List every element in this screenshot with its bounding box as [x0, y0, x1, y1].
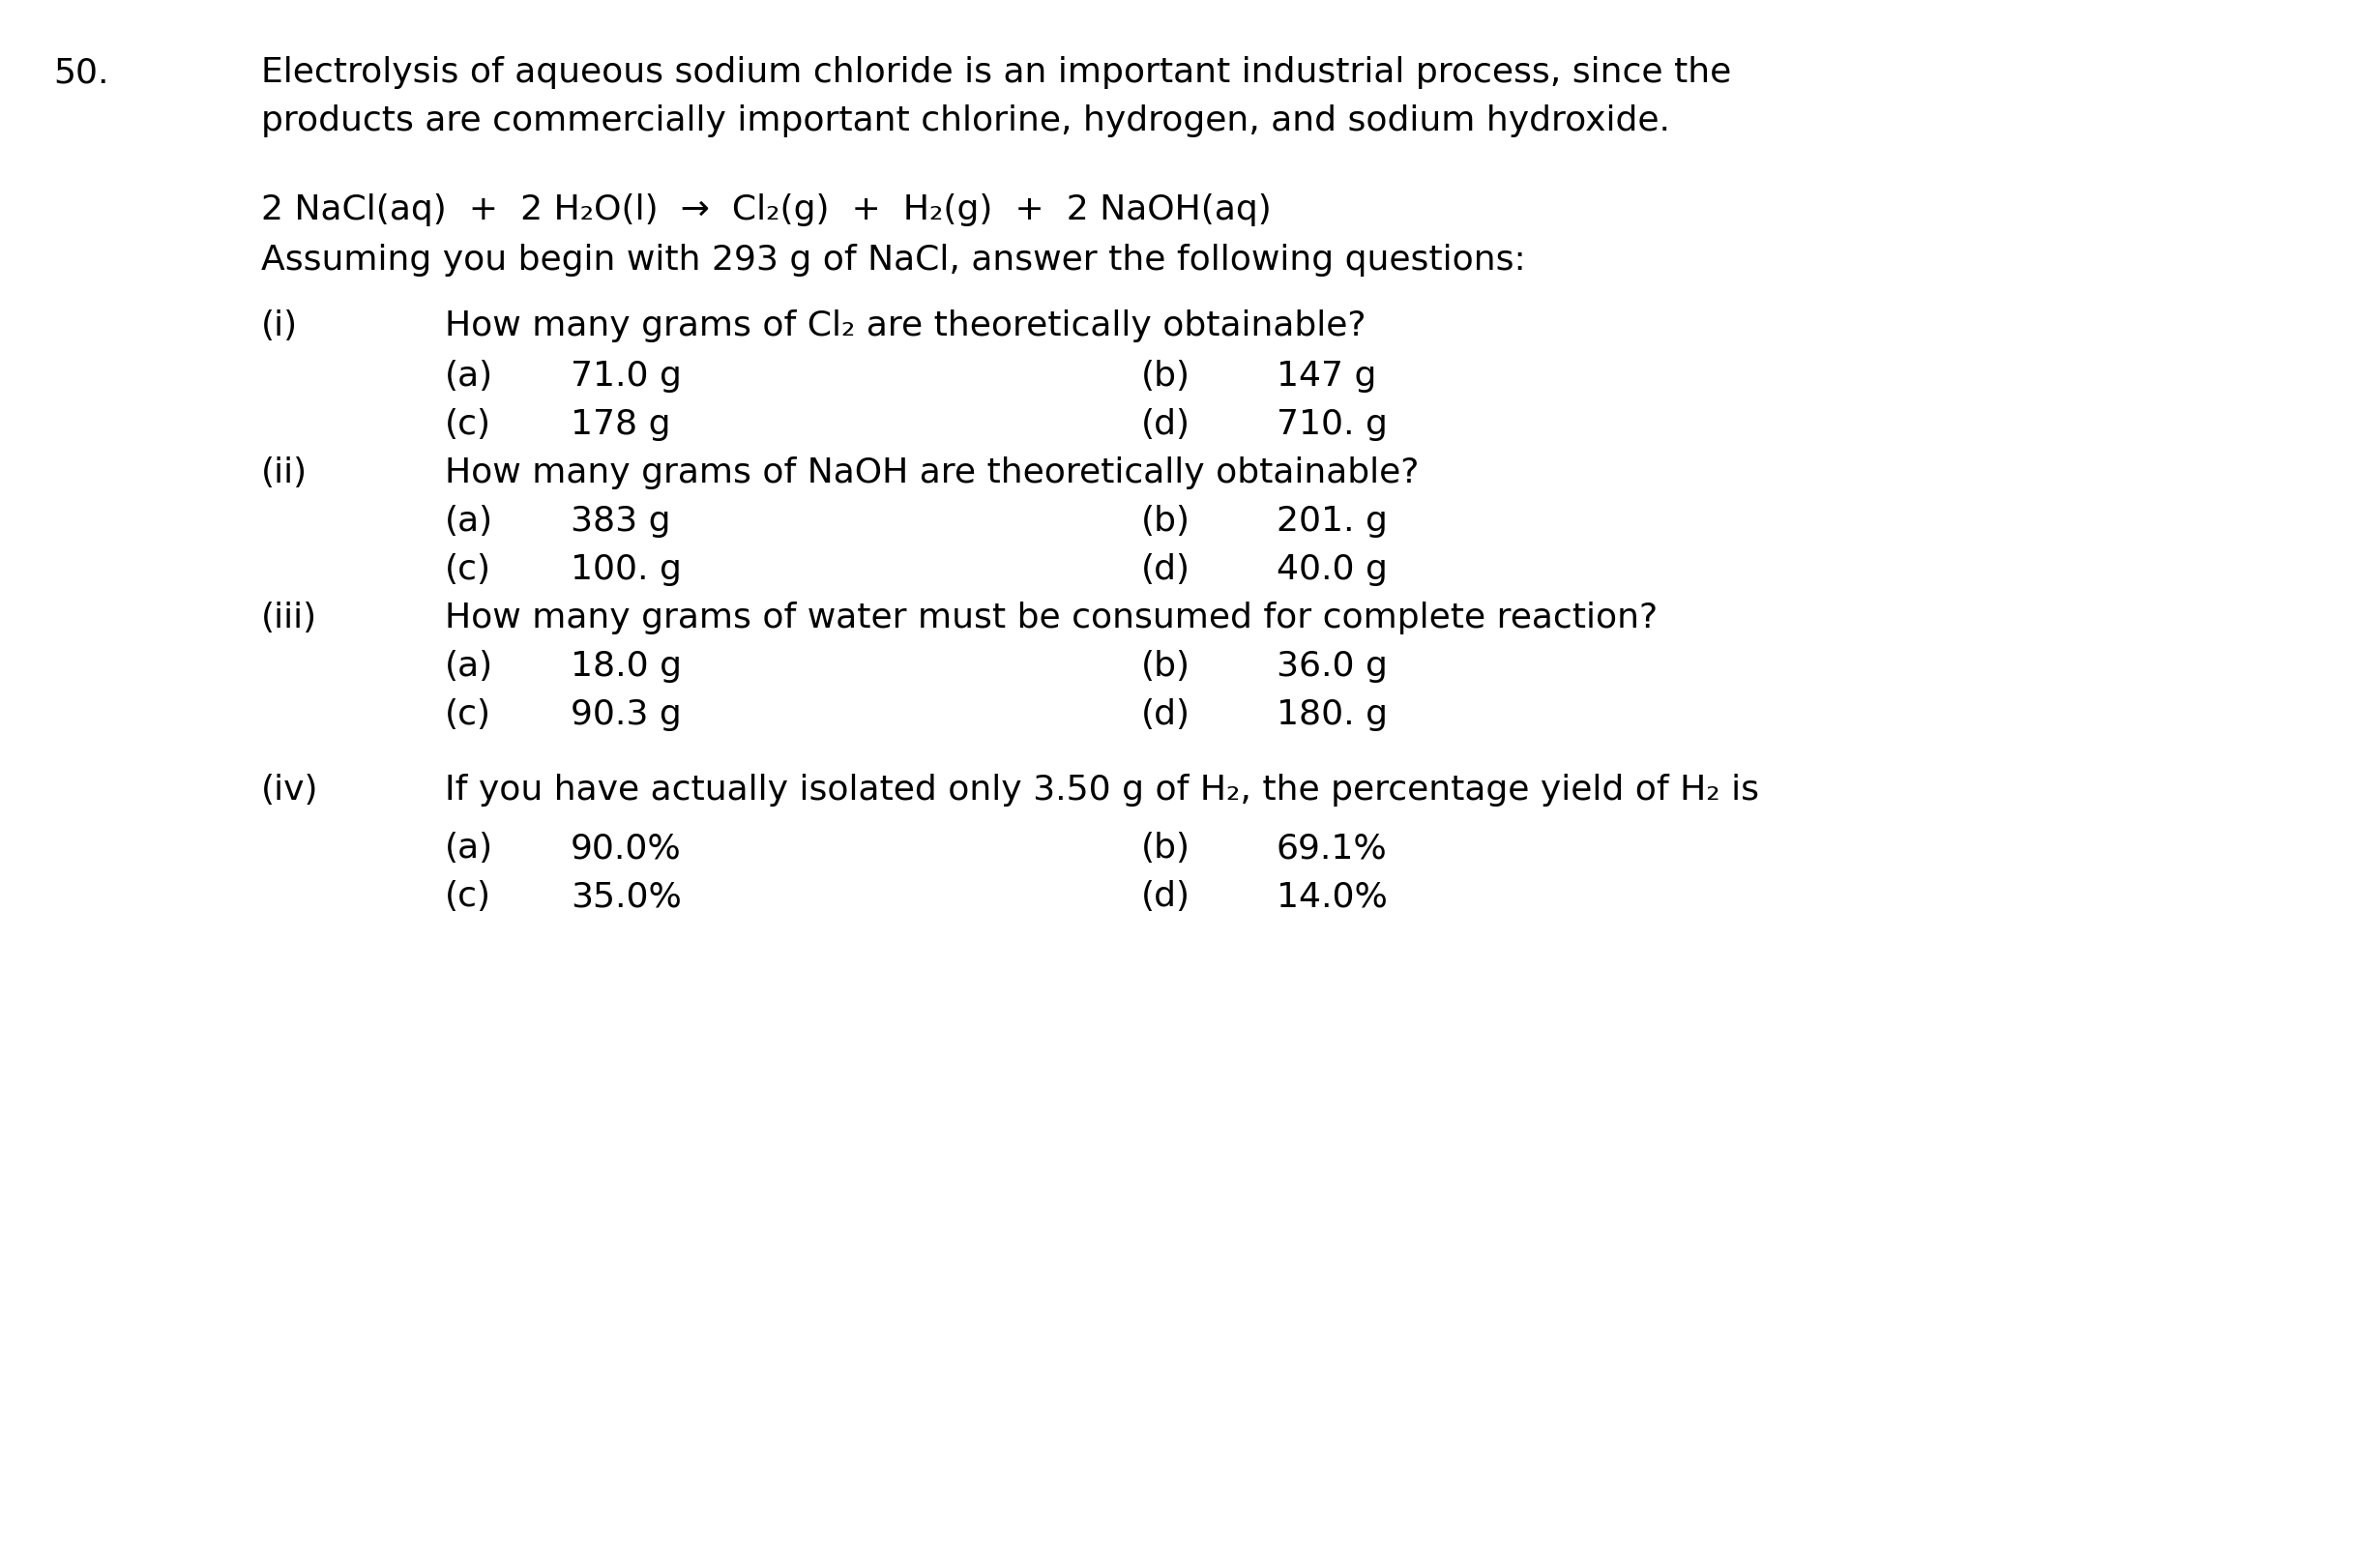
Text: 2 NaCl(aq)  +  2 H₂O(l)  →  Cl₂(g)  +  H₂(g)  +  2 NaOH(aq): 2 NaCl(aq) + 2 H₂O(l) → Cl₂(g) + H₂(g) +…	[262, 193, 1271, 226]
Text: 69.1%: 69.1%	[1276, 832, 1388, 865]
Text: (d): (d)	[1140, 408, 1190, 441]
Text: 90.3 g: 90.3 g	[571, 698, 681, 731]
Text: (c): (c)	[445, 408, 490, 441]
Text: (a): (a)	[445, 505, 493, 538]
Text: (i): (i)	[262, 310, 298, 343]
Text: If you have actually isolated only 3.50 g of H₂, the percentage yield of H₂ is: If you have actually isolated only 3.50 …	[445, 774, 1759, 807]
Text: Electrolysis of aqueous sodium chloride is an important industrial process, sinc: Electrolysis of aqueous sodium chloride …	[262, 56, 1730, 89]
Text: (a): (a)	[445, 650, 493, 682]
Text: (b): (b)	[1140, 505, 1190, 538]
Text: 18.0 g: 18.0 g	[571, 650, 681, 682]
Text: 180. g: 180. g	[1276, 698, 1388, 731]
Text: (d): (d)	[1140, 880, 1190, 913]
Text: (d): (d)	[1140, 553, 1190, 586]
Text: (a): (a)	[445, 360, 493, 393]
Text: 40.0 g: 40.0 g	[1276, 553, 1388, 586]
Text: (ii): (ii)	[262, 456, 307, 489]
Text: (b): (b)	[1140, 650, 1190, 682]
Text: (c): (c)	[445, 698, 490, 731]
Text: products are commercially important chlorine, hydrogen, and sodium hydroxide.: products are commercially important chlo…	[262, 104, 1671, 137]
Text: 90.0%: 90.0%	[571, 832, 681, 865]
Text: (iii): (iii)	[262, 601, 317, 634]
Text: How many grams of NaOH are theoretically obtainable?: How many grams of NaOH are theoretically…	[445, 456, 1418, 489]
Text: (b): (b)	[1140, 832, 1190, 865]
Text: (d): (d)	[1140, 698, 1190, 731]
Text: (c): (c)	[445, 553, 490, 586]
Text: (iv): (iv)	[262, 774, 319, 807]
Text: 36.0 g: 36.0 g	[1276, 650, 1388, 682]
Text: How many grams of Cl₂ are theoretically obtainable?: How many grams of Cl₂ are theoretically …	[445, 310, 1366, 343]
Text: 383 g: 383 g	[571, 505, 671, 538]
Text: Assuming you begin with 293 g of NaCl, answer the following questions:: Assuming you begin with 293 g of NaCl, a…	[262, 243, 1526, 277]
Text: (b): (b)	[1140, 360, 1190, 393]
Text: 100. g: 100. g	[571, 553, 681, 586]
Text: 201. g: 201. g	[1276, 505, 1388, 538]
Text: 710. g: 710. g	[1276, 408, 1388, 441]
Text: 35.0%: 35.0%	[571, 880, 681, 913]
Text: 178 g: 178 g	[571, 408, 671, 441]
Text: 147 g: 147 g	[1276, 360, 1376, 393]
Text: How many grams of water must be consumed for complete reaction?: How many grams of water must be consumed…	[445, 601, 1659, 634]
Text: 14.0%: 14.0%	[1276, 880, 1388, 913]
Text: (a): (a)	[445, 832, 493, 865]
Text: 50.: 50.	[52, 56, 109, 89]
Text: 71.0 g: 71.0 g	[571, 360, 681, 393]
Text: (c): (c)	[445, 880, 490, 913]
